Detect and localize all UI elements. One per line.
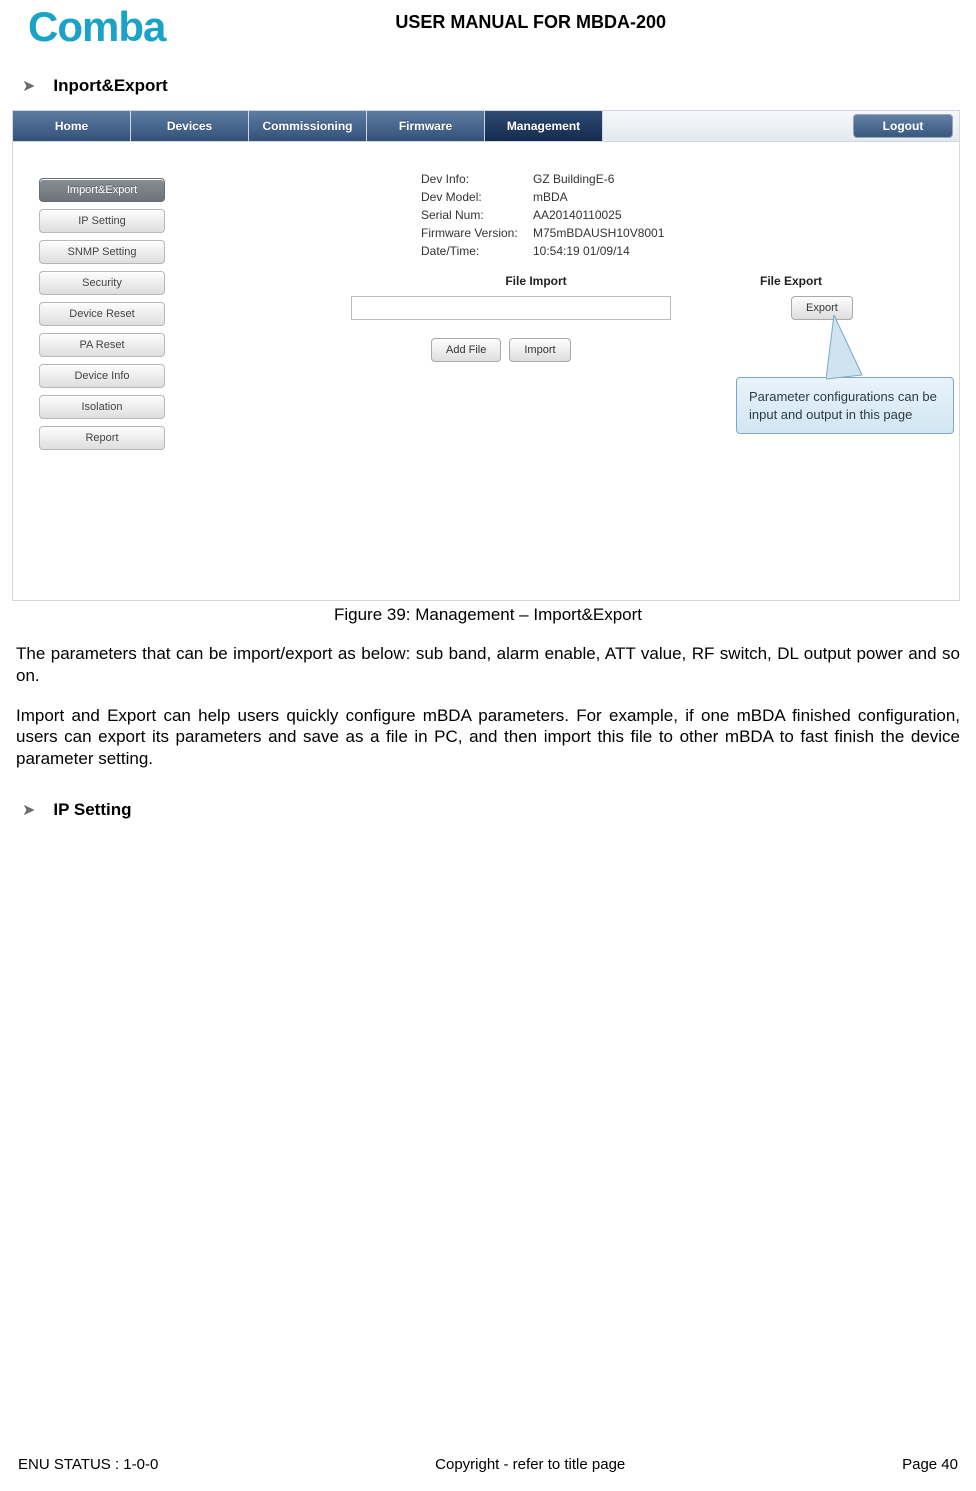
info-row-dev-model: Dev Model: mBDA [421, 190, 939, 204]
manual-title: USER MANUAL FOR MBDA-200 [105, 12, 956, 33]
info-label: Dev Info: [421, 172, 533, 186]
sidebar-item-pa-reset[interactable]: PA Reset [39, 333, 165, 357]
io-headings: File Import File Export [221, 274, 939, 288]
add-file-button[interactable]: Add File [431, 338, 501, 362]
sidebar-item-import-export[interactable]: Import&Export [39, 178, 165, 202]
section-heading-inport-export: ➤ Inport&Export [0, 52, 976, 110]
page-footer: ENU STATUS : 1-0-0 Copyright - refer to … [0, 1456, 976, 1473]
sidebar-item-snmp-setting[interactable]: SNMP Setting [39, 240, 165, 264]
logout-button[interactable]: Logout [853, 114, 953, 138]
info-label: Firmware Version: [421, 226, 533, 240]
import-button[interactable]: Import [509, 338, 570, 362]
info-row-serial-num: Serial Num: AA20140110025 [421, 208, 939, 222]
section-title: Inport&Export [53, 76, 167, 96]
sidebar-item-security[interactable]: Security [39, 271, 165, 295]
nav-filler [603, 111, 853, 141]
nav-tab-commissioning[interactable]: Commissioning [249, 111, 367, 141]
nav-tab-home[interactable]: Home [13, 111, 131, 141]
footer-right: Page 40 [902, 1456, 958, 1473]
info-label: Dev Model: [421, 190, 533, 204]
sidebar-item-device-info[interactable]: Device Info [39, 364, 165, 388]
info-value: M75mBDAUSH10V8001 [533, 226, 664, 240]
management-screenshot: Home Devices Commissioning Firmware Mana… [12, 110, 960, 601]
footer-left: ENU STATUS : 1-0-0 [18, 1456, 158, 1473]
callout-box: Parameter configurations can be input an… [736, 377, 954, 434]
info-value: GZ BuildingE-6 [533, 172, 614, 186]
top-nav: Home Devices Commissioning Firmware Mana… [13, 110, 959, 142]
info-value: mBDA [533, 190, 568, 204]
file-import-heading: File Import [371, 274, 701, 288]
paragraph-2: Import and Export can help users quickly… [0, 705, 976, 770]
sidebar: Import&Export IP Setting SNMP Setting Se… [13, 142, 181, 600]
sidebar-item-report[interactable]: Report [39, 426, 165, 450]
section-heading-ip-setting: ➤ IP Setting [0, 770, 976, 834]
chevron-right-icon: ➤ [22, 76, 35, 96]
figure-caption: Figure 39: Management – Import&Export [0, 605, 976, 625]
content-area: Import&Export IP Setting SNMP Setting Se… [13, 142, 959, 600]
chevron-right-icon: ➤ [22, 800, 35, 820]
device-info-table: Dev Info: GZ BuildingE-6 Dev Model: mBDA… [421, 172, 939, 258]
footer-center: Copyright - refer to title page [435, 1456, 625, 1473]
page-header: Comba USER MANUAL FOR MBDA-200 [0, 0, 976, 52]
info-label: Serial Num: [421, 208, 533, 222]
main-panel: Dev Info: GZ BuildingE-6 Dev Model: mBDA… [181, 142, 959, 600]
callout: Parameter configurations can be input an… [736, 377, 954, 434]
section-title: IP Setting [53, 800, 131, 820]
info-label: Date/Time: [421, 244, 533, 258]
file-export-heading: File Export [701, 274, 881, 288]
info-value: AA20140110025 [533, 208, 622, 222]
nav-tab-management[interactable]: Management [485, 111, 603, 141]
nav-tab-firmware[interactable]: Firmware [367, 111, 485, 141]
sidebar-item-isolation[interactable]: Isolation [39, 395, 165, 419]
nav-tab-devices[interactable]: Devices [131, 111, 249, 141]
paragraph-1: The parameters that can be import/export… [0, 643, 976, 687]
info-row-firmware-version: Firmware Version: M75mBDAUSH10V8001 [421, 226, 939, 240]
file-input[interactable] [351, 296, 671, 320]
sidebar-item-ip-setting[interactable]: IP Setting [39, 209, 165, 233]
info-row-dev-info: Dev Info: GZ BuildingE-6 [421, 172, 939, 186]
sidebar-item-device-reset[interactable]: Device Reset [39, 302, 165, 326]
info-row-date-time: Date/Time: 10:54:19 01/09/14 [421, 244, 939, 258]
info-value: 10:54:19 01/09/14 [533, 244, 630, 258]
